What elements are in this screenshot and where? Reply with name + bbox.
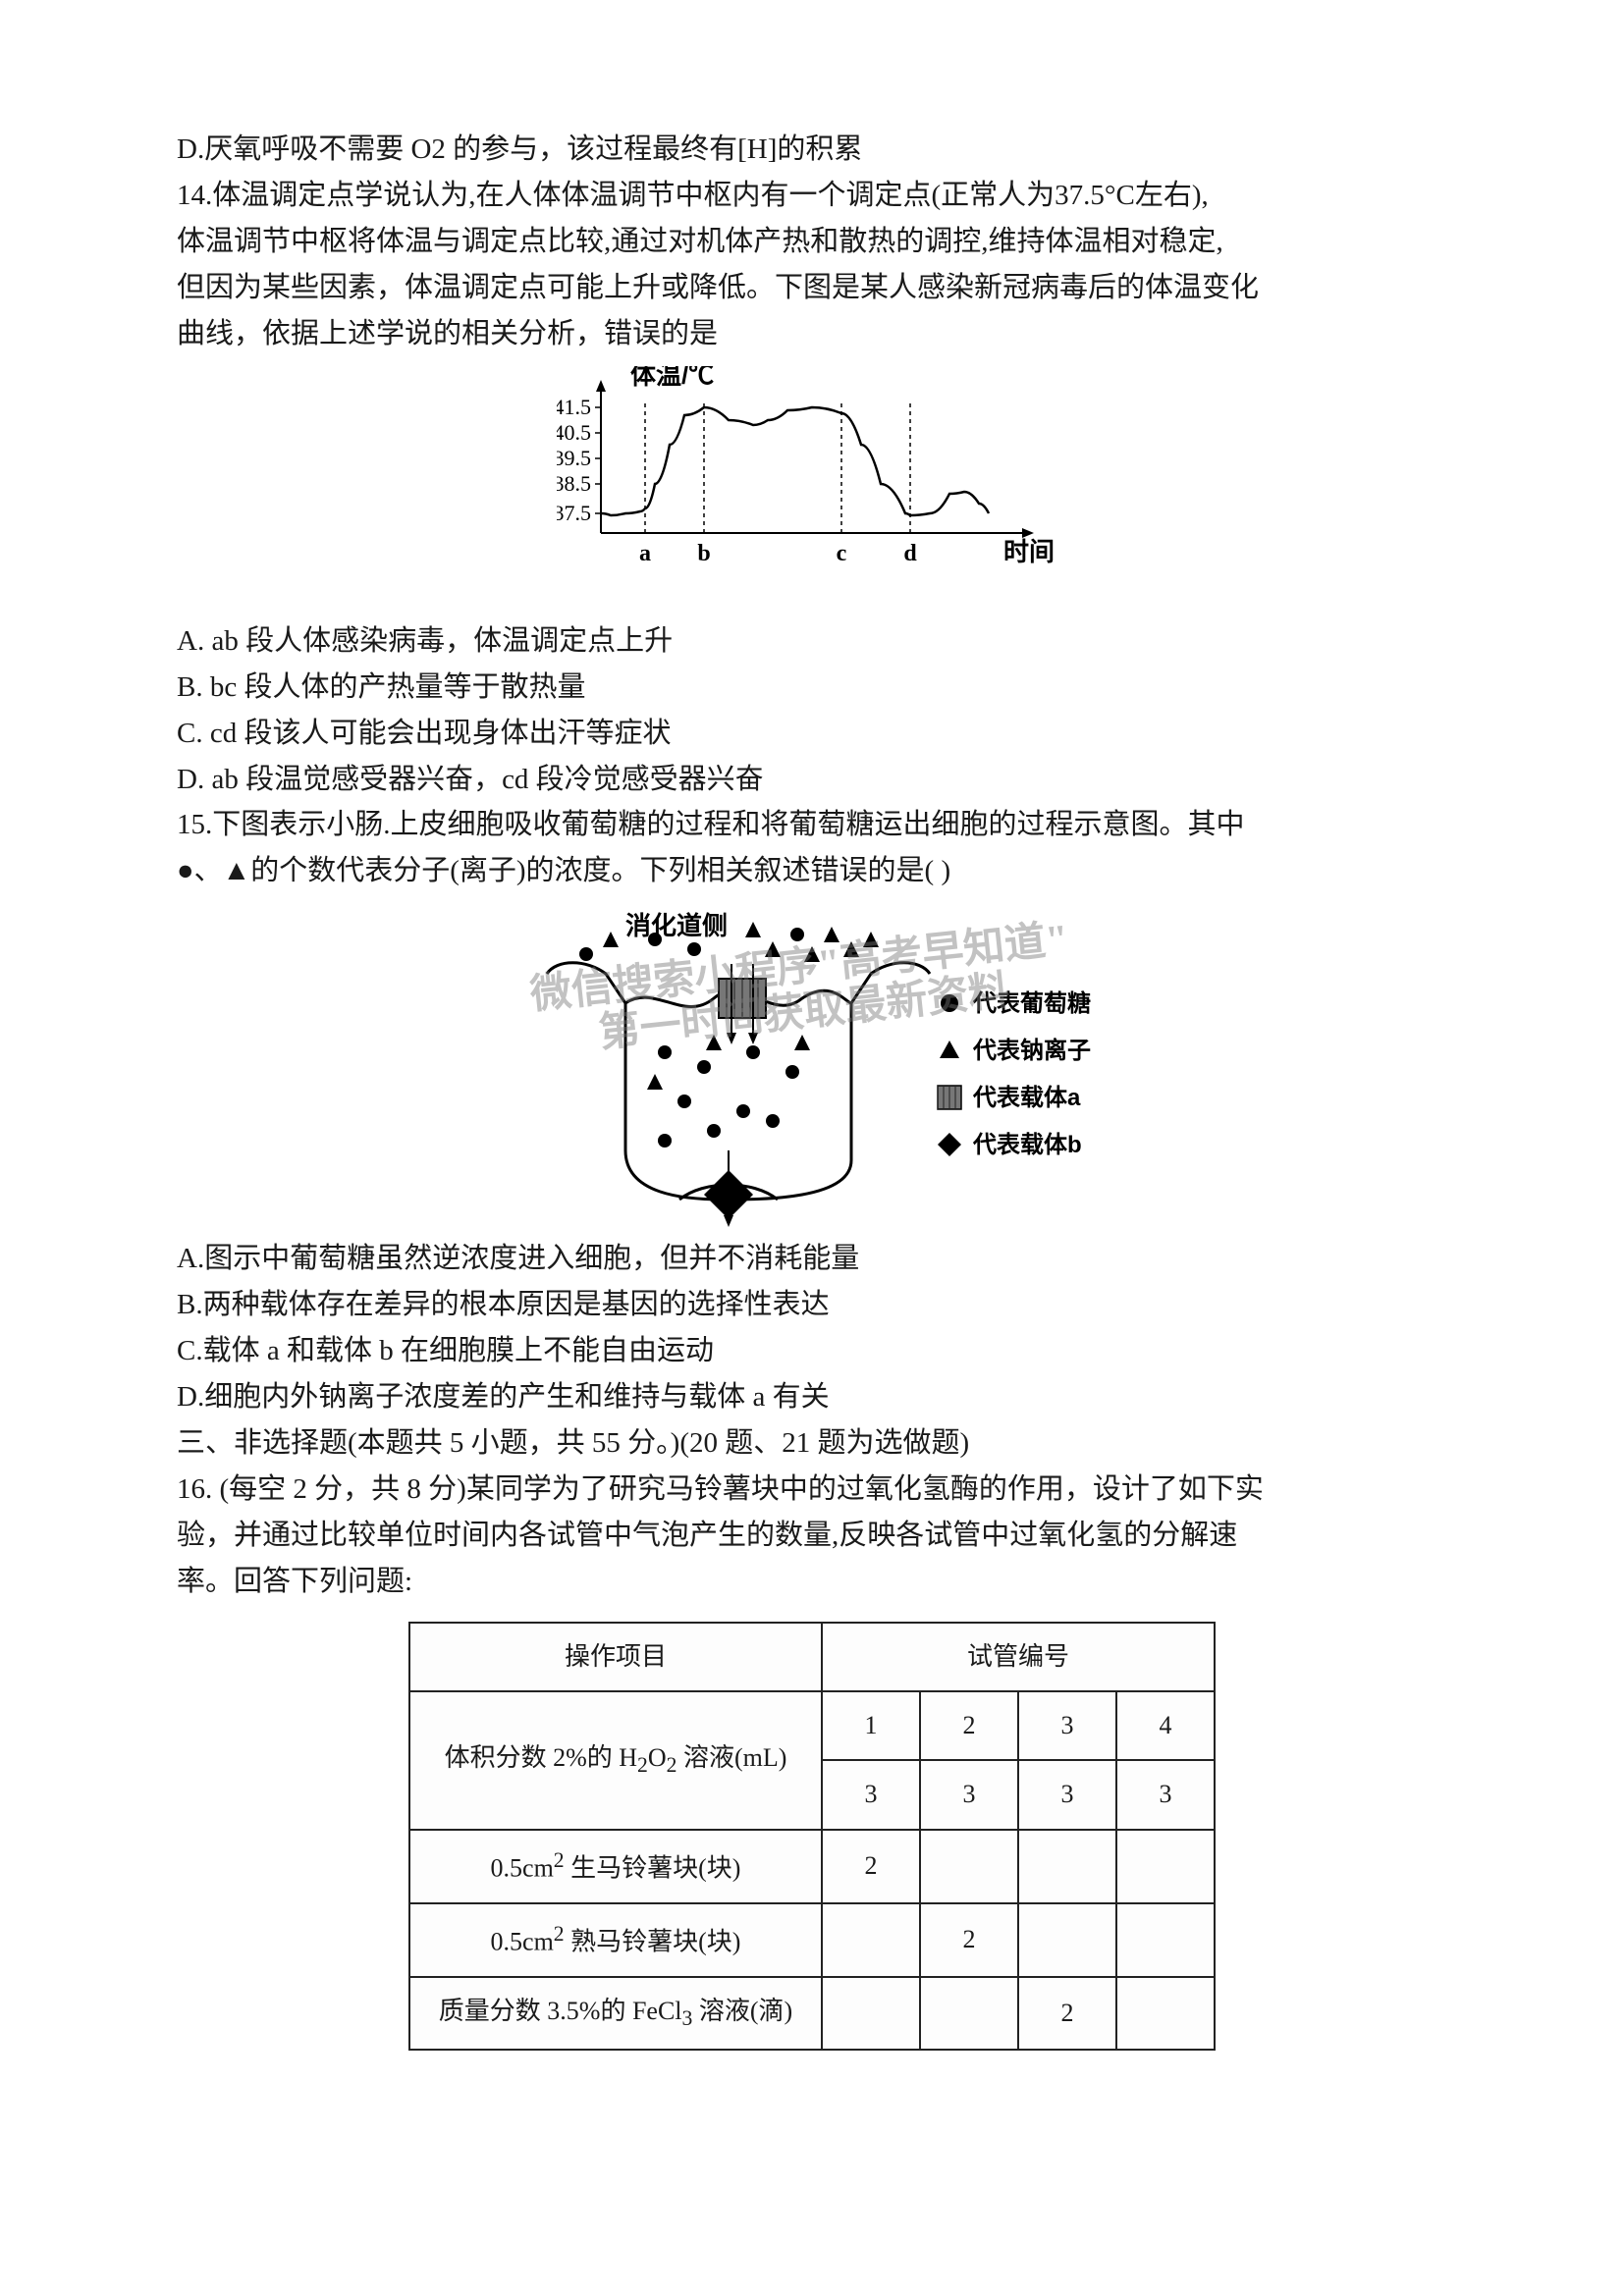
table-cell <box>1116 1977 1215 2051</box>
svg-text:a: a <box>639 541 651 566</box>
q14-chart-svg: 41.540.539.538.5 37.5 a b c d 体温/℃ 时间 <box>557 366 1067 612</box>
table-row-label: 体积分数 2%的 H2O2 溶液(mL) <box>409 1691 822 1830</box>
table-cell <box>1018 1903 1116 1977</box>
svg-text:39.5: 39.5 <box>557 446 591 470</box>
table-cell: 3 <box>920 1760 1018 1829</box>
q15-diagram-svg: 消化道侧代表葡萄糖代表钠离子代表载体a 代表载体b <box>459 905 1165 1229</box>
q16-table-wrap: 操作项目试管编号体积分数 2%的 H2O2 溶液(mL)123433330.5c… <box>177 1622 1447 2052</box>
q15-stem-line1: 15.下图表示小肠.上皮细胞吸收葡萄糖的过程和将葡萄糖运出细胞的过程示意图。其中 <box>177 803 1447 847</box>
table-cell <box>1116 1903 1215 1977</box>
q16-table: 操作项目试管编号体积分数 2%的 H2O2 溶液(mL)123433330.5c… <box>408 1622 1216 2052</box>
q14-option-c: C. cd 段该人可能会出现身体出汗等症状 <box>177 712 1447 756</box>
table-cell: 2 <box>920 1691 1018 1760</box>
table-cell <box>1018 1830 1116 1903</box>
svg-text:消化道侧: 消化道侧 <box>625 911 728 940</box>
q14-option-d: D. ab 段温觉感受器兴奋，cd 段冷觉感受器兴奋 <box>177 758 1447 802</box>
q16-stem-line3: 率。回答下列问题: <box>177 1560 1447 1604</box>
svg-text:时间: 时间 <box>1003 537 1055 566</box>
q15-option-a: A.图示中葡萄糖虽然逆浓度进入细胞，但并不消耗能量 <box>177 1237 1447 1281</box>
table-cell <box>822 1977 920 2051</box>
svg-text:代表载体b: 代表载体b <box>972 1132 1082 1158</box>
q14-option-a: A. ab 段人体感染病毒，体温调定点上升 <box>177 619 1447 664</box>
q13-option-d: D.厌氧呼吸不需要 O2 的参与，该过程最终有[H]的积累 <box>177 128 1447 172</box>
svg-text:b: b <box>697 541 710 566</box>
svg-text:37.5: 37.5 <box>557 501 591 525</box>
svg-text:41.5: 41.5 <box>557 395 591 419</box>
q16-stem-line1: 16. (每空 2 分，共 8 分)某同学为了研究马铃薯块中的过氧化氢酶的作用，… <box>177 1468 1447 1512</box>
q14-stem-line1: 14.体温调定点学说认为,在人体体温调节中枢内有一个调定点(正常人为37.5°C… <box>177 174 1447 218</box>
table-cell: 3 <box>1018 1691 1116 1760</box>
svg-text:d: d <box>903 541 917 566</box>
table-row-label: 0.5cm2 熟马铃薯块(块) <box>409 1903 822 1977</box>
svg-text:c: c <box>837 541 847 566</box>
q15-diagram: 消化道侧代表葡萄糖代表钠离子代表载体a代表载体b 微信搜索小程序"高考早知道" … <box>177 905 1447 1229</box>
q14-chart: 41.540.539.538.5 37.5 a b c d 体温/℃ 时间 <box>177 366 1447 612</box>
q15-option-c: C.载体 a 和载体 b 在细胞膜上不能自由运动 <box>177 1329 1447 1373</box>
table-cell: 2 <box>920 1903 1018 1977</box>
table-cell: 3 <box>1018 1760 1116 1829</box>
svg-text:代表葡萄糖: 代表葡萄糖 <box>972 989 1091 1017</box>
table-cell: 3 <box>1116 1760 1215 1829</box>
table-cell <box>920 1830 1018 1903</box>
table-cell <box>1116 1830 1215 1903</box>
section3-heading: 三、非选择题(本题共 5 小题，共 55 分。)(20 题、21 题为选做题) <box>177 1421 1447 1466</box>
q14-stem-line2: 体温调节中枢将体温与调定点比较,通过对机体产热和散热的调控,维持体温相对稳定, <box>177 220 1447 264</box>
q15-stem-line2: ●、▲的个数代表分子(离子)的浓度。下列相关叙述错误的是( ) <box>177 849 1447 893</box>
svg-text:40.5: 40.5 <box>557 420 591 445</box>
table-row-label: 0.5cm2 生马铃薯块(块) <box>409 1830 822 1903</box>
svg-text:代表钠离子: 代表钠离子 <box>972 1037 1091 1064</box>
table-row-label: 质量分数 3.5%的 FeCl3 溶液(滴) <box>409 1977 822 2051</box>
q14-stem-line4: 曲线，依据上述学说的相关分析，错误的是 <box>177 312 1447 356</box>
table-cell: 4 <box>1116 1691 1215 1760</box>
q14-stem-line3: 但因为某些因素，体温调定点可能上升或降低。下图是某人感染新冠病毒后的体温变化 <box>177 266 1447 310</box>
q14-option-b: B. bc 段人体的产热量等于散热量 <box>177 666 1447 710</box>
table-cell: 1 <box>822 1691 920 1760</box>
table-header-op: 操作项目 <box>409 1623 822 1691</box>
table-cell: 2 <box>1018 1977 1116 2051</box>
q16-stem-line2: 验，并通过比较单位时间内各试管中气泡产生的数量,反映各试管中过氧化氢的分解速 <box>177 1514 1447 1558</box>
table-cell <box>920 1977 1018 2051</box>
svg-text:体温/℃: 体温/℃ <box>630 366 714 390</box>
q15-option-b: B.两种载体存在差异的根本原因是基因的选择性表达 <box>177 1283 1447 1327</box>
table-header-tube: 试管编号 <box>822 1623 1215 1691</box>
table-cell <box>822 1903 920 1977</box>
exam-page: D.厌氧呼吸不需要 O2 的参与，该过程最终有[H]的积累 14.体温调定点学说… <box>177 128 1447 2051</box>
svg-text:代表载体a: 代表载体a <box>972 1085 1081 1111</box>
svg-text:38.5: 38.5 <box>557 471 591 496</box>
q15-option-d: D.细胞内外钠离子浓度差的产生和维持与载体 a 有关 <box>177 1375 1447 1419</box>
table-cell: 3 <box>822 1760 920 1829</box>
table-cell: 2 <box>822 1830 920 1903</box>
